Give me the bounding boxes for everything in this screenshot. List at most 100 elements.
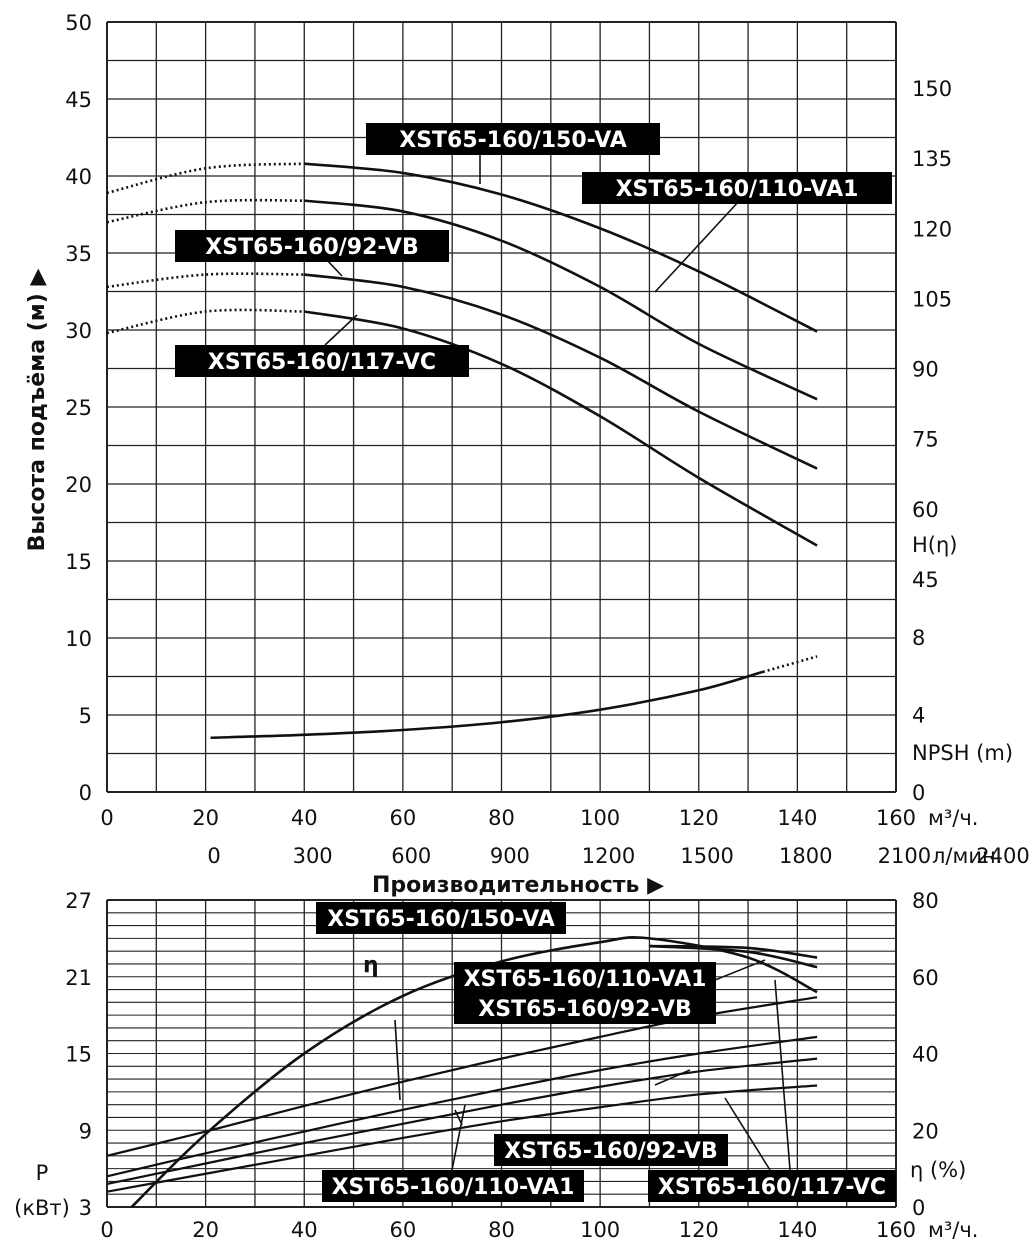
p-axis-label: P <box>36 1161 49 1185</box>
p-axis-unit: (кВт) <box>14 1196 70 1220</box>
label-150-va: XST65-160/150-VA <box>399 128 627 153</box>
x-tick-label: 0 <box>100 806 113 830</box>
right-h-tick-label: 105 <box>912 287 952 311</box>
x-tick-label: 80 <box>488 806 515 830</box>
label-bottom-110-va1: XST65-160/110-VA1 <box>332 1175 575 1200</box>
x-tick-label: 20 <box>192 806 219 830</box>
curve-dotted <box>106 272 305 289</box>
leader-line <box>654 199 741 293</box>
label-bottom-92-vb-box <box>494 1134 728 1166</box>
curve-head-0 <box>304 162 818 333</box>
x-tick-label-bottom: 20 <box>192 1218 219 1242</box>
leader-line <box>724 1097 771 1171</box>
x-tick-label: 120 <box>679 806 719 830</box>
x-tick-label-bottom: 100 <box>580 1218 620 1242</box>
x2-units: л/мин. <box>932 844 1002 868</box>
x-units-top: м³/ч. <box>928 806 978 830</box>
label-92-vb: XST65-160/92-VB <box>205 235 418 260</box>
curve-head-1 <box>304 199 818 401</box>
x-tick-label-bottom: 40 <box>291 1218 318 1242</box>
leader-line <box>324 314 358 346</box>
curve-power-3 <box>106 1084 818 1193</box>
right-label-h: H(η) <box>912 533 958 557</box>
right-h-tick-label: 75 <box>912 428 939 452</box>
curve-power-2 <box>106 1057 818 1186</box>
x-tick-label: 100 <box>580 806 620 830</box>
leader-line <box>394 1019 401 1101</box>
curve-dotted <box>106 198 305 224</box>
right-npsh-tick-label: 0 <box>912 781 925 805</box>
x2-tick-label: 900 <box>490 844 530 868</box>
x-tick-label-bottom: 120 <box>679 1218 719 1242</box>
curve-npsh <box>210 670 764 740</box>
x-tick-label: 40 <box>291 806 318 830</box>
x2-tick-label: 1200 <box>582 844 635 868</box>
y-tick-label: 30 <box>65 319 92 343</box>
label-117-vc-box <box>175 345 469 377</box>
x-tick-label-bottom: 60 <box>390 1218 417 1242</box>
curve-dotted <box>106 308 305 335</box>
eta-tick-label: 0 <box>912 1196 925 1220</box>
x2-tick-label: 1800 <box>779 844 832 868</box>
y-axis-title: Высота подъёма (м) ▶ <box>25 269 50 552</box>
p-tick-label: 21 <box>65 966 92 990</box>
eta-curve-label: η <box>363 953 379 978</box>
y-tick-label: 15 <box>65 550 92 574</box>
p-tick-label: 15 <box>65 1043 92 1067</box>
x2-tick-label: 1500 <box>680 844 733 868</box>
x-tick-label: 60 <box>390 806 417 830</box>
x-tick-label-bottom: 0 <box>100 1218 113 1242</box>
label-110-va1: XST65-160/110-VA1 <box>616 177 859 202</box>
curve-dotted <box>106 162 305 195</box>
right-npsh-tick-label: 4 <box>912 704 925 728</box>
label-92-vb-box <box>175 230 449 262</box>
label-bottom-110-va1-eta: XST65-160/110-VA1 <box>464 967 707 992</box>
curve-efficiency <box>649 944 818 969</box>
right-h-tick-label: 90 <box>912 358 939 382</box>
label-150-va-box <box>366 123 660 155</box>
x-tick-label: 140 <box>777 806 817 830</box>
p-tick-label: 9 <box>79 1119 92 1143</box>
leader-line <box>454 1109 463 1126</box>
right-h-tick-label: 135 <box>912 147 952 171</box>
leader-line <box>654 1069 691 1086</box>
label-bottom-150-va: XST65-160/150-VA <box>327 907 555 932</box>
leader-line <box>774 979 791 1171</box>
y-tick-label: 50 <box>65 11 92 35</box>
label-110-va1-box <box>582 172 892 204</box>
p-tick-label: 27 <box>65 889 92 913</box>
label-bottom-117-vc-box <box>648 1170 896 1202</box>
x-tick-label-bottom: 160 <box>876 1218 916 1242</box>
right-npsh-tick-label: 8 <box>912 626 925 650</box>
eta-tick-label: 20 <box>912 1119 939 1143</box>
x2-tick-label: 300 <box>293 844 333 868</box>
x-tick-label: 160 <box>876 806 916 830</box>
x2-tick-label: 2400 <box>976 844 1029 868</box>
y-tick-label: 10 <box>65 627 92 651</box>
eta-tick-label: 80 <box>912 889 939 913</box>
right-h-tick-label: 150 <box>912 77 952 101</box>
label-bottom-117-vc: XST65-160/117-VC <box>658 1175 886 1200</box>
label-bottom-92-vb: XST65-160/92-VB <box>504 1139 717 1164</box>
curves <box>106 155 818 1208</box>
x-axis-title: Производительность ▶ <box>372 873 664 898</box>
p-tick-label: 3 <box>79 1196 92 1220</box>
label-bottom-92-vb-eta: XST65-160/92-VB <box>478 997 691 1022</box>
curve-power-1 <box>106 1035 818 1178</box>
y-tick-label: 20 <box>65 473 92 497</box>
label-bottom-92-vb-eta-box <box>454 992 716 1024</box>
y-tick-label: 0 <box>79 781 92 805</box>
y-tick-label: 25 <box>65 396 92 420</box>
label-bottom-110-va1-eta-box <box>454 962 716 994</box>
eta-tick-label: 60 <box>912 966 939 990</box>
eta-tick-label: 40 <box>912 1043 939 1067</box>
curve-dotted <box>762 655 818 674</box>
y-tick-label: 5 <box>79 704 92 728</box>
x2-tick-label: 2100 <box>878 844 931 868</box>
label-bottom-150-va-box <box>316 902 566 934</box>
right-h-tick-label: 60 <box>912 498 939 522</box>
label-bottom-110-va1-box <box>322 1170 584 1202</box>
y-tick-label: 45 <box>65 88 92 112</box>
